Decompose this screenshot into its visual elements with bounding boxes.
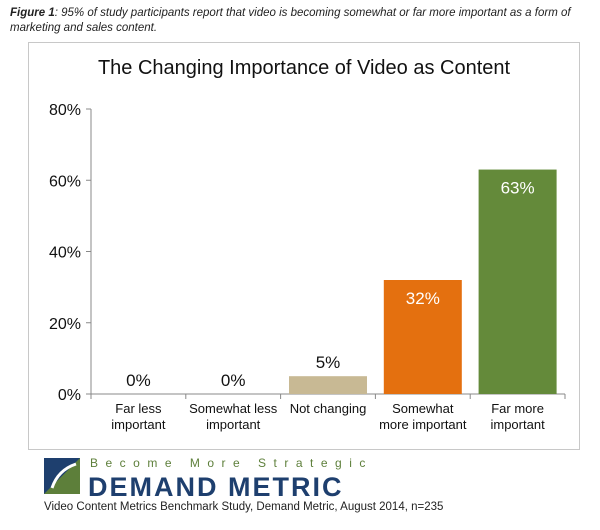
category-label: more important: [379, 417, 467, 432]
chart-frame: The Changing Importance of Video as Cont…: [28, 42, 580, 450]
y-tick-label: 20%: [49, 316, 81, 333]
source-note: Video Content Metrics Benchmark Study, D…: [44, 501, 444, 513]
bar: [383, 280, 462, 394]
figure-caption: Figure 1: 95% of study participants repo…: [10, 6, 580, 36]
y-tick-label: 80%: [49, 102, 81, 119]
data-label: 32%: [406, 289, 440, 308]
data-label: 0%: [221, 371, 246, 390]
category-label: Far more: [491, 401, 544, 416]
category-label: Somewhat less: [189, 401, 278, 416]
figure-caption-text: : 95% of study participants report that …: [10, 7, 571, 34]
logo-swoosh: [50, 462, 77, 489]
category-label: important: [111, 417, 166, 432]
brand-name: DEMAND METRIC: [88, 472, 344, 502]
category-label: Far less: [115, 401, 162, 416]
bar-chart: The Changing Importance of Video as Cont…: [49, 57, 566, 432]
bar: [289, 376, 367, 394]
chart-title: The Changing Importance of Video as Cont…: [98, 57, 511, 79]
y-tick-label: 60%: [49, 173, 81, 190]
category-label: Somewhat: [392, 401, 454, 416]
bar: [478, 169, 557, 394]
brand-block: Become More Strategic DEMAND METRIC: [42, 454, 582, 504]
demand-metric-logo-icon: [44, 458, 80, 494]
data-label: 5%: [316, 353, 341, 372]
category-label: Not changing: [290, 401, 367, 416]
data-label: 0%: [126, 371, 151, 390]
data-label: 63%: [501, 179, 535, 198]
y-tick-label: 40%: [49, 245, 81, 262]
y-tick-label: 0%: [58, 387, 81, 404]
figure-label: Figure 1: [10, 7, 55, 19]
category-label: important: [206, 417, 261, 432]
brand-tagline: Become More Strategic: [90, 456, 373, 470]
category-label: important: [490, 417, 545, 432]
